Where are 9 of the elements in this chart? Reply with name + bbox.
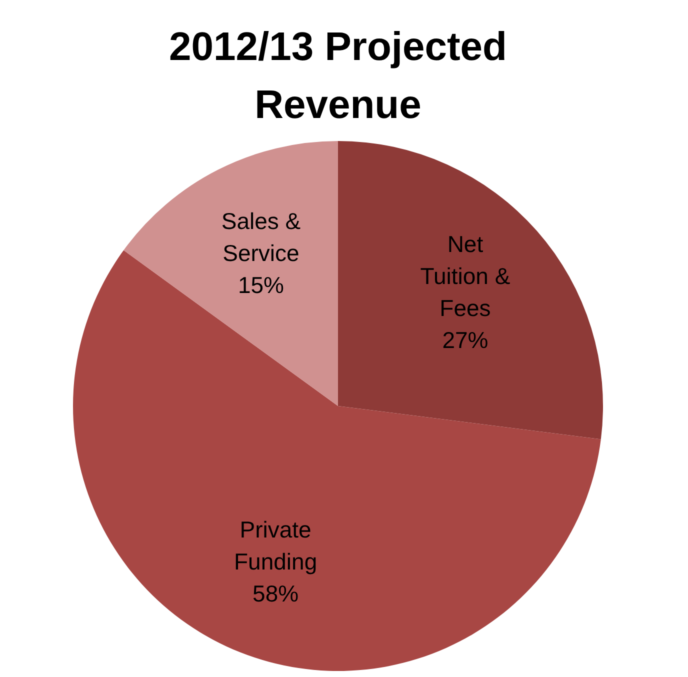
data-label: 27% xyxy=(442,326,488,353)
data-label: 15% xyxy=(238,272,284,298)
slice-label: Net Tuition & Fees xyxy=(420,230,510,321)
data-label: 58% xyxy=(252,580,299,607)
slice-label: Private Funding xyxy=(234,516,318,575)
slice-label: Sales & Service xyxy=(221,208,301,266)
pie-slice xyxy=(338,141,603,440)
pie-slice xyxy=(124,141,338,406)
chart-title: 2012/13 Projected Revenue xyxy=(169,25,507,127)
